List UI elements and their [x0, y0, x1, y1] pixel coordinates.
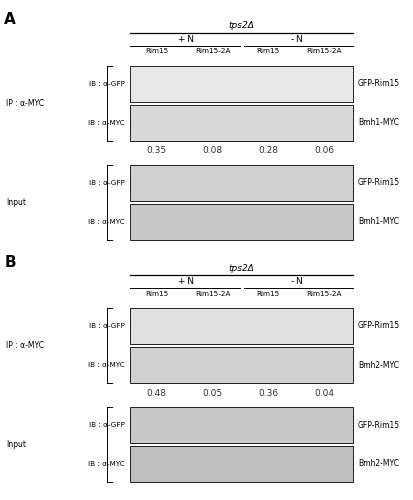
Text: Rim15-2A: Rim15-2A: [195, 290, 230, 296]
Text: IB : α-GFP: IB : α-GFP: [89, 323, 125, 329]
Text: + N: + N: [178, 277, 194, 286]
Text: tps2Δ: tps2Δ: [229, 22, 254, 30]
Text: GFP-Rim15: GFP-Rim15: [358, 79, 400, 88]
Bar: [130, 446, 353, 482]
Text: IB : α-MYC: IB : α-MYC: [88, 218, 125, 224]
Text: IB : α-MYC: IB : α-MYC: [88, 120, 125, 126]
Text: Rim15: Rim15: [145, 290, 169, 296]
Text: Rim15: Rim15: [257, 290, 280, 296]
Text: 0.05: 0.05: [202, 388, 223, 398]
Text: Input: Input: [6, 198, 26, 206]
Bar: [130, 308, 353, 344]
Text: Rim15: Rim15: [257, 48, 280, 54]
Text: IP : α-MYC: IP : α-MYC: [6, 98, 44, 108]
Text: 0.48: 0.48: [147, 388, 167, 398]
Bar: [130, 347, 353, 383]
Bar: [130, 164, 353, 200]
Text: Rim15-2A: Rim15-2A: [306, 290, 342, 296]
Bar: [130, 104, 353, 141]
Text: 0.06: 0.06: [314, 146, 334, 155]
Text: Rim15-2A: Rim15-2A: [195, 48, 230, 54]
Text: Bmh2-MYC: Bmh2-MYC: [358, 360, 399, 370]
Text: A: A: [4, 12, 16, 28]
Text: Bmh1-MYC: Bmh1-MYC: [358, 118, 399, 127]
Text: Input: Input: [6, 440, 26, 449]
Text: + N: + N: [178, 34, 194, 43]
Text: B: B: [4, 255, 16, 270]
Text: GFP-Rim15: GFP-Rim15: [358, 178, 400, 187]
Text: Rim15-2A: Rim15-2A: [306, 48, 342, 54]
Text: Rim15: Rim15: [145, 48, 169, 54]
Bar: [130, 66, 353, 102]
Text: IB : α-MYC: IB : α-MYC: [88, 362, 125, 368]
Bar: [130, 204, 353, 240]
Text: GFP-Rim15: GFP-Rim15: [358, 322, 400, 330]
Text: 0.36: 0.36: [258, 388, 278, 398]
Text: 0.28: 0.28: [259, 146, 278, 155]
Text: 0.35: 0.35: [147, 146, 167, 155]
Text: IB : α-GFP: IB : α-GFP: [89, 422, 125, 428]
Text: IB : α-GFP: IB : α-GFP: [89, 80, 125, 86]
Text: Bmh2-MYC: Bmh2-MYC: [358, 460, 399, 468]
Text: IB : α-MYC: IB : α-MYC: [88, 461, 125, 467]
Text: 0.04: 0.04: [314, 388, 334, 398]
Text: GFP-Rim15: GFP-Rim15: [358, 420, 400, 430]
Bar: [130, 407, 353, 443]
Text: - N: - N: [292, 34, 303, 43]
Text: IP : α-MYC: IP : α-MYC: [6, 341, 44, 350]
Text: IB : α-GFP: IB : α-GFP: [89, 180, 125, 186]
Text: - N: - N: [292, 277, 303, 286]
Text: Bmh1-MYC: Bmh1-MYC: [358, 217, 399, 226]
Text: 0.08: 0.08: [202, 146, 223, 155]
Text: tps2Δ: tps2Δ: [229, 264, 254, 273]
